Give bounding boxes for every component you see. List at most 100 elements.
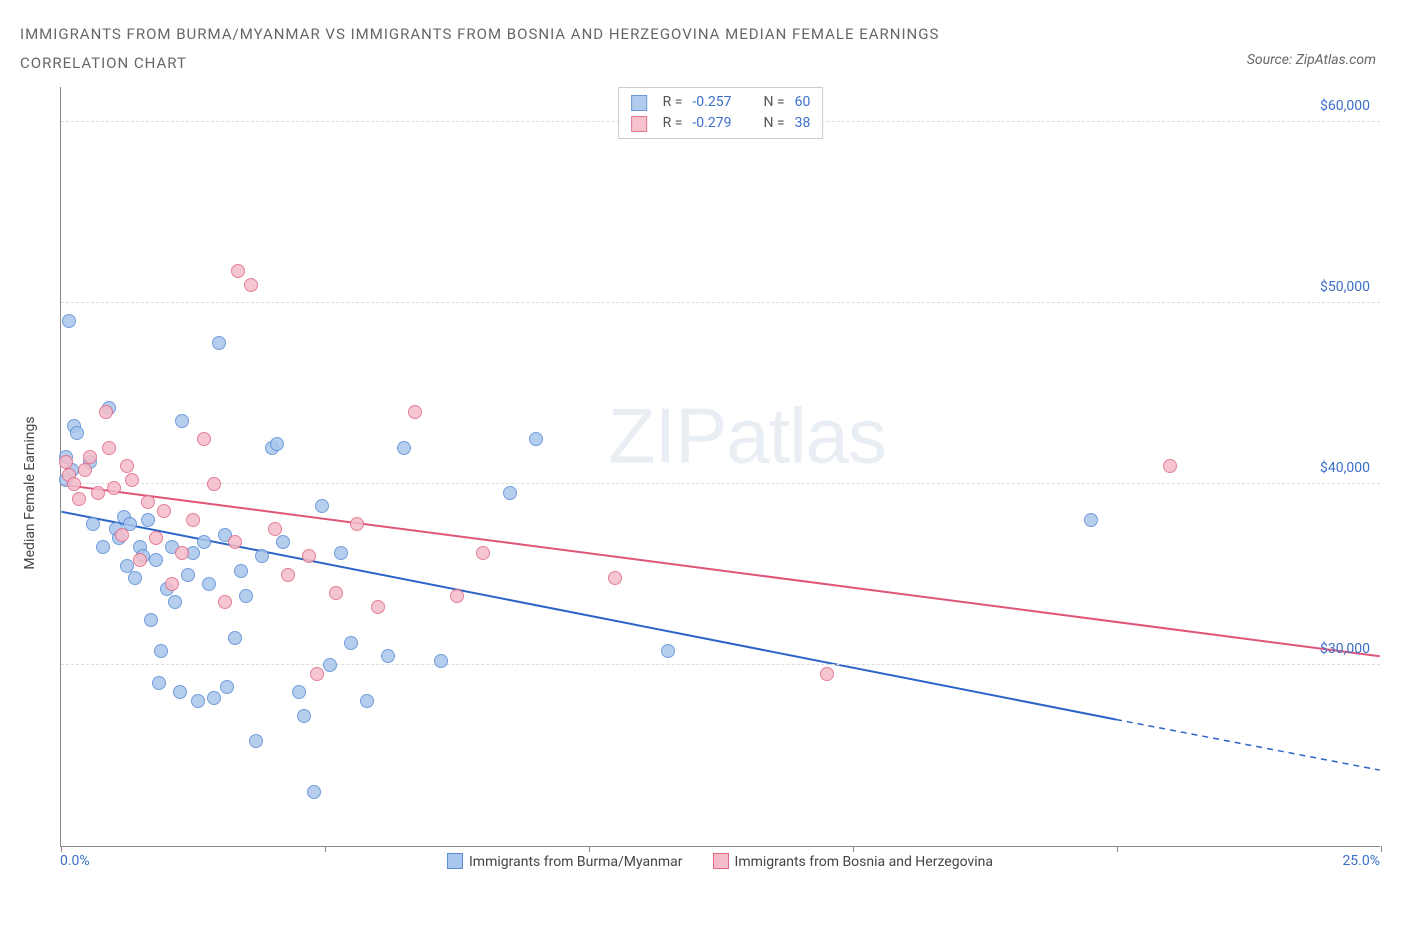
data-point-burma	[434, 654, 448, 668]
data-point-bosnia	[218, 595, 232, 609]
data-point-burma	[323, 658, 337, 672]
data-point-bosnia	[207, 477, 221, 491]
data-point-burma	[181, 568, 195, 582]
data-point-bosnia	[310, 667, 324, 681]
data-point-burma	[149, 553, 163, 567]
data-point-burma	[503, 486, 517, 500]
data-point-bosnia	[820, 667, 834, 681]
x-tick	[1117, 846, 1118, 852]
data-point-burma	[96, 540, 110, 554]
data-point-burma	[154, 644, 168, 658]
data-point-bosnia	[350, 517, 364, 531]
gridline	[61, 664, 1380, 665]
data-point-burma	[62, 314, 76, 328]
gridline	[61, 483, 1380, 484]
x-tick	[61, 846, 62, 852]
data-point-bosnia	[268, 522, 282, 536]
data-point-bosnia	[186, 513, 200, 527]
data-point-burma	[315, 499, 329, 513]
data-point-burma	[202, 577, 216, 591]
data-point-burma	[152, 676, 166, 690]
data-point-burma	[334, 546, 348, 560]
data-point-bosnia	[99, 405, 113, 419]
data-point-bosnia	[476, 546, 490, 560]
data-point-bosnia	[67, 477, 81, 491]
data-point-burma	[397, 441, 411, 455]
data-point-bosnia	[125, 473, 139, 487]
y-tick-label: $50,000	[1320, 279, 1370, 295]
data-point-bosnia	[302, 549, 316, 563]
data-point-bosnia	[133, 553, 147, 567]
y-tick-label: $30,000	[1320, 641, 1370, 657]
data-point-bosnia	[228, 535, 242, 549]
chart-title-line1: IMMIGRANTS FROM BURMA/MYANMAR VS IMMIGRA…	[20, 25, 939, 43]
data-point-burma	[175, 414, 189, 428]
data-point-bosnia	[371, 600, 385, 614]
series-legend: Immigrants from Burma/Myanmar Immigrants …	[447, 853, 993, 870]
stats-legend-row-bosnia: R = -0.279N = 38	[631, 113, 811, 134]
x-tick	[325, 846, 326, 852]
data-point-burma	[255, 549, 269, 563]
data-point-bosnia	[175, 546, 189, 560]
data-point-burma	[292, 685, 306, 699]
data-point-bosnia	[244, 278, 258, 292]
data-point-burma	[529, 432, 543, 446]
data-point-bosnia	[91, 486, 105, 500]
data-point-burma	[86, 517, 100, 531]
data-point-burma	[144, 613, 158, 627]
data-point-burma	[120, 559, 134, 573]
data-point-burma	[228, 631, 242, 645]
data-point-bosnia	[141, 495, 155, 509]
y-tick-label: $40,000	[1320, 460, 1370, 476]
y-tick-label: $60,000	[1320, 98, 1370, 114]
legend-item: Immigrants from Burma/Myanmar	[447, 853, 683, 870]
data-point-bosnia	[149, 531, 163, 545]
data-point-burma	[168, 595, 182, 609]
data-point-burma	[297, 709, 311, 723]
data-point-bosnia	[102, 441, 116, 455]
data-point-burma	[381, 649, 395, 663]
data-point-burma	[234, 564, 248, 578]
legend-item: Immigrants from Bosnia and Herzegovina	[713, 853, 994, 870]
data-point-burma	[191, 694, 205, 708]
chart-title-line2: CORRELATION CHART	[20, 54, 187, 72]
data-point-bosnia	[231, 264, 245, 278]
gridline	[61, 302, 1380, 303]
data-point-burma	[360, 694, 374, 708]
data-point-bosnia	[281, 568, 295, 582]
data-point-burma	[220, 680, 234, 694]
data-point-burma	[207, 691, 221, 705]
data-point-burma	[173, 685, 187, 699]
stats-legend: R = -0.257N = 60R = -0.279N = 38	[618, 87, 824, 139]
data-point-burma	[197, 535, 211, 549]
data-point-burma	[276, 535, 290, 549]
data-point-burma	[128, 571, 142, 585]
data-point-burma	[344, 636, 358, 650]
watermark: ZIPatlas	[608, 391, 886, 482]
data-point-bosnia	[83, 450, 97, 464]
data-point-bosnia	[1163, 459, 1177, 473]
data-point-bosnia	[115, 528, 129, 542]
data-point-burma	[270, 437, 284, 451]
x-axis-max-label: 25.0%	[1342, 853, 1380, 869]
x-tick	[589, 846, 590, 852]
source-attribution: Source: ZipAtlas.com	[1247, 52, 1376, 68]
data-point-bosnia	[408, 405, 422, 419]
data-point-bosnia	[157, 504, 171, 518]
data-point-bosnia	[78, 463, 92, 477]
data-point-burma	[239, 589, 253, 603]
x-axis: 0.0% Immigrants from Burma/MyanmarImmigr…	[60, 853, 1380, 883]
data-point-burma	[141, 513, 155, 527]
data-point-burma	[249, 734, 263, 748]
x-tick	[853, 846, 854, 852]
x-axis-min-label: 0.0%	[60, 853, 90, 869]
data-point-bosnia	[608, 571, 622, 585]
data-point-bosnia	[329, 586, 343, 600]
data-point-bosnia	[120, 459, 134, 473]
stats-legend-row-burma: R = -0.257N = 60	[631, 92, 811, 113]
plot-area: ZIPatlas R = -0.257N = 60R = -0.279N = 3…	[60, 87, 1380, 847]
correlation-chart: Median Female Earnings ZIPatlas R = -0.2…	[60, 87, 1386, 883]
data-point-bosnia	[107, 481, 121, 495]
data-point-bosnia	[165, 577, 179, 591]
data-point-bosnia	[450, 589, 464, 603]
